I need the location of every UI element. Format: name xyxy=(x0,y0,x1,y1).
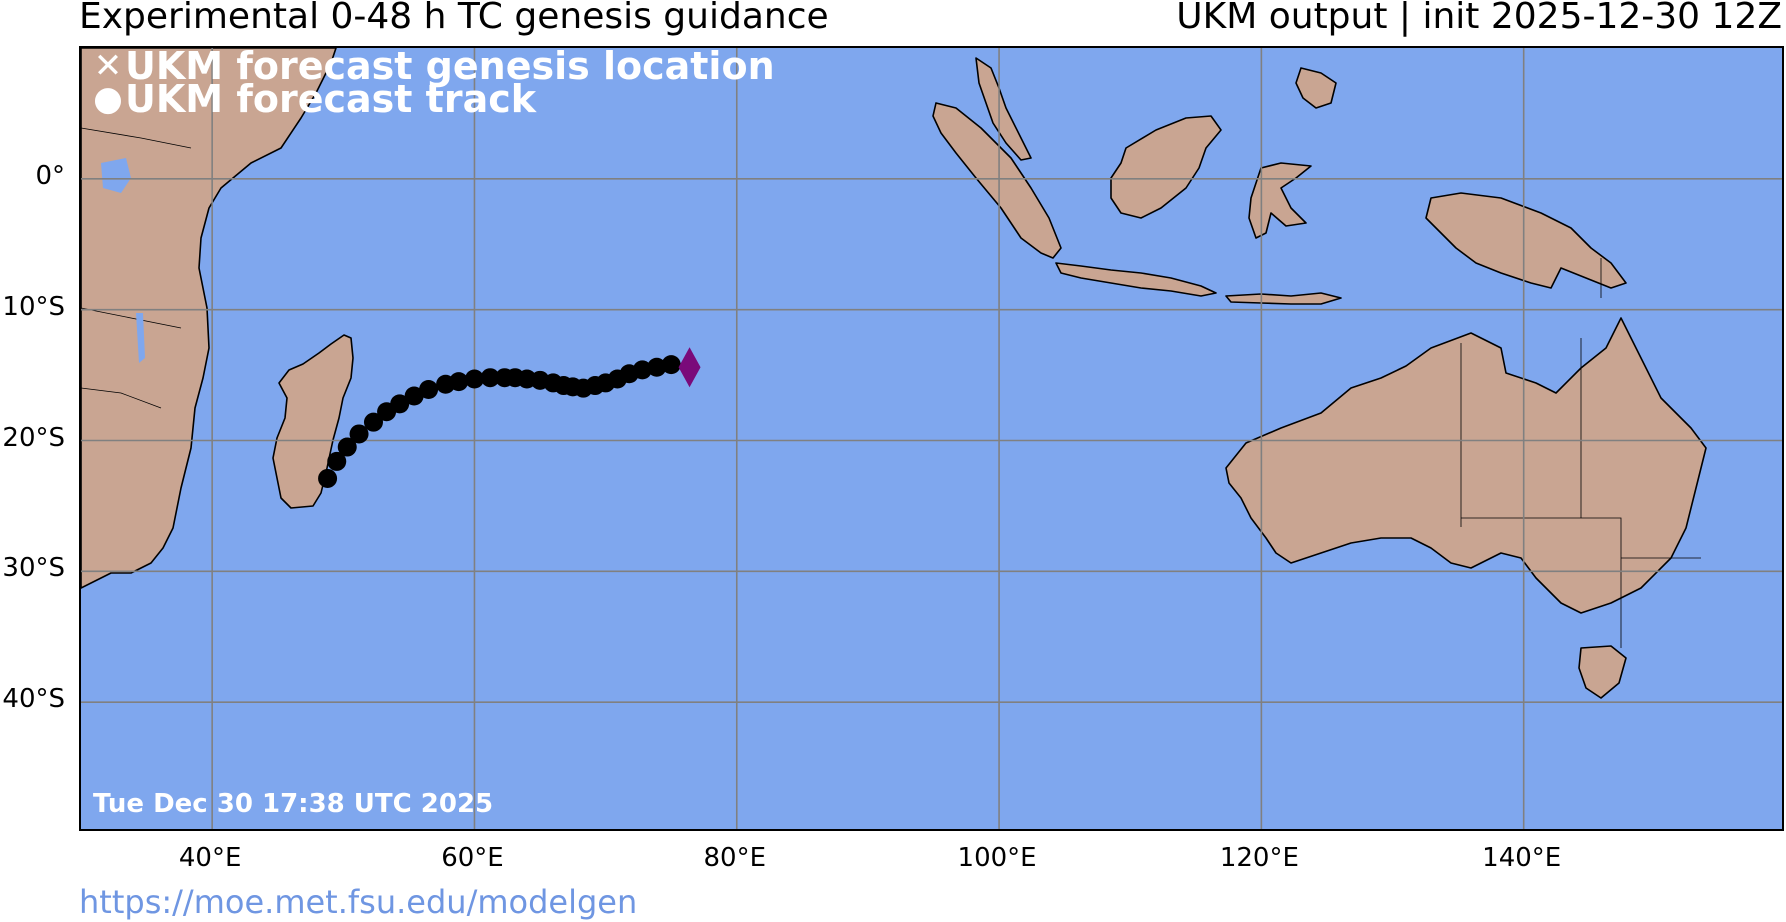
lat-tick-label: 30°S xyxy=(2,553,65,584)
dot-icon: ● xyxy=(93,79,123,119)
tasmania-land xyxy=(1578,645,1627,699)
track-point xyxy=(390,394,410,414)
lon-tick-label: 40°E xyxy=(178,843,242,873)
lon-tick-label: 80°E xyxy=(703,843,767,873)
africa-land xyxy=(81,48,337,589)
x-icon: ✕ xyxy=(93,46,123,86)
sulawesi-land xyxy=(1248,162,1312,239)
mindanao-land xyxy=(1295,67,1337,109)
borneo-land xyxy=(1110,115,1222,219)
border-lines xyxy=(81,127,1701,648)
lesser-sunda-land xyxy=(1225,292,1342,305)
australia-land xyxy=(1225,317,1707,614)
track-point xyxy=(327,451,347,471)
lat-tick-label: 20°S xyxy=(2,422,65,453)
track-point xyxy=(404,386,424,406)
track-point xyxy=(363,412,383,432)
legend-track: ● UKM forecast track xyxy=(91,77,775,121)
lake-nyasa xyxy=(136,313,145,363)
malay-peninsula-land xyxy=(975,57,1032,161)
source-link[interactable]: https://moe.met.fsu.edu/modelgen xyxy=(79,883,638,921)
track-point xyxy=(647,357,667,377)
legend: ✕ UKM forecast genesis location ● UKM fo… xyxy=(91,46,775,121)
lat-tick-label: 10°S xyxy=(2,291,65,322)
track-point xyxy=(449,372,469,392)
lon-tick-label: 60°E xyxy=(441,843,504,873)
map-panel: ✕ UKM forecast genesis location ● UKM fo… xyxy=(79,46,1784,831)
lake-victoria xyxy=(101,158,131,193)
timestamp: Tue Dec 30 17:38 UTC 2025 xyxy=(93,789,494,819)
java-land xyxy=(1055,262,1217,297)
model-init-label: UKM output | init 2025-12-30 12Z xyxy=(1176,0,1782,37)
australia-border-3 xyxy=(1461,517,1622,648)
lat-tick-label: 0° xyxy=(35,160,65,191)
track-point xyxy=(480,368,500,388)
landmass-layer xyxy=(81,48,1707,699)
africa-border-1 xyxy=(81,127,192,149)
map-canvas xyxy=(81,48,1782,829)
africa-border-2 xyxy=(81,307,182,329)
lon-tick-label: 140°E xyxy=(1482,843,1562,873)
track-point xyxy=(661,355,681,375)
legend-genesis: ✕ UKM forecast genesis location xyxy=(91,46,775,88)
lon-tick-label: 100°E xyxy=(957,843,1037,873)
genesis-marker xyxy=(678,347,701,388)
africa-border-3 xyxy=(81,387,162,409)
lat-tick-label: 40°S xyxy=(2,684,65,715)
lakes-layer xyxy=(101,158,145,363)
track-point xyxy=(419,379,439,399)
track-point xyxy=(337,437,357,457)
track-point xyxy=(632,360,652,380)
legend-track-label: UKM forecast track xyxy=(125,77,537,121)
gridlines xyxy=(81,48,1782,829)
legend-genesis-label: UKM forecast genesis location xyxy=(125,46,775,88)
lon-tick-label: 120°E xyxy=(1219,843,1299,873)
madagascar-land xyxy=(272,334,354,509)
sumatra-land xyxy=(932,102,1062,259)
track-point xyxy=(318,468,338,488)
forecast-track xyxy=(318,355,681,488)
new-guinea-land xyxy=(1425,192,1627,289)
track-point xyxy=(349,424,369,444)
track-point xyxy=(464,369,484,389)
chart-title: Experimental 0-48 h TC genesis guidance xyxy=(79,0,829,37)
